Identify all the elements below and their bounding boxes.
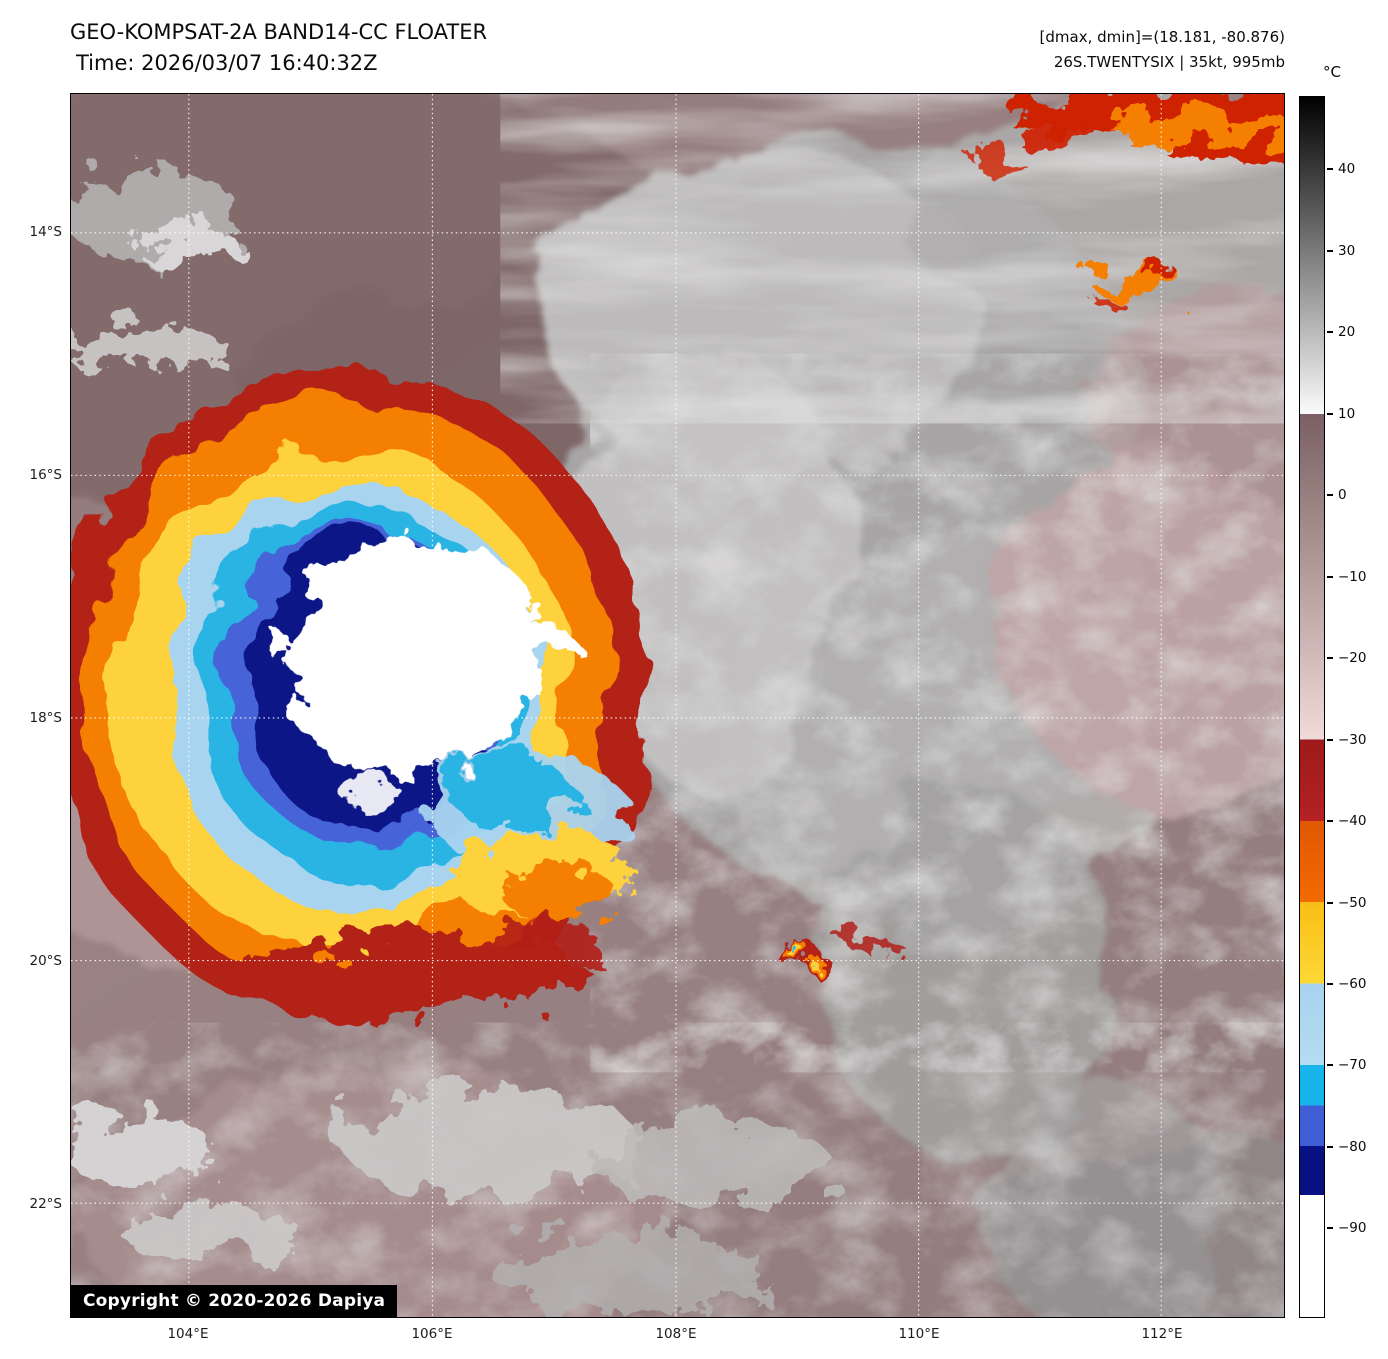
colorbar-tick-label: 20	[1338, 324, 1356, 341]
colorbar-tick-label: 0	[1338, 487, 1347, 504]
colorbar-tick-mark	[1327, 1064, 1333, 1067]
lat-tick-label: 22°S	[29, 1196, 63, 1212]
colorbar-tick-label: −80	[1338, 1138, 1367, 1155]
colorbar-tick-mark	[1327, 494, 1333, 497]
cloud-texture-overlay	[71, 94, 1284, 1317]
colorbar-tick-label: −90	[1338, 1220, 1367, 1237]
colorbar-tick: 40	[1327, 161, 1355, 177]
storm-info: 26S.TWENTYSIX | 35kt, 995mb	[1053, 53, 1285, 71]
colorbar-tick-label: −70	[1338, 1057, 1367, 1074]
colorbar-tick-label: −60	[1338, 976, 1367, 993]
cold-overshoot-streaks-top-right	[974, 94, 1284, 305]
colorbar-tick-mark	[1327, 820, 1333, 822]
colorbar-tick: 10	[1327, 406, 1355, 422]
cyclone-cold-core	[284, 543, 569, 809]
colorbar-tick-mark	[1327, 1145, 1333, 1148]
colorbar-tick-mark	[1327, 901, 1333, 904]
colorbar	[1299, 96, 1325, 1318]
copyright-badge: Copyright © 2020-2026 Dapiya	[71, 1285, 398, 1317]
colorbar-tick: 30	[1327, 243, 1355, 259]
small-clouds-upper-left	[71, 168, 241, 371]
colorbar-tick-mark	[1327, 168, 1333, 171]
lon-tick-label: 108°E	[655, 1326, 697, 1342]
colorbar-tick-mark	[1327, 331, 1333, 334]
colorbar-tick-label: −10	[1338, 568, 1367, 585]
colorbar-tick-mark	[1327, 983, 1333, 986]
colorbar-gradient	[1300, 97, 1324, 1317]
timestamp: Time: 2026/03/07 16:40:32Z	[76, 51, 378, 75]
colorbar-tick-label: 30	[1338, 242, 1356, 259]
colorbar-tick-mark	[1327, 249, 1333, 252]
lon-tick-label: 110°E	[898, 1326, 940, 1342]
colorbar-tick: −50	[1327, 895, 1367, 911]
colorbar-tick-mark	[1327, 1227, 1333, 1230]
colorbar-tick-mark	[1327, 575, 1333, 578]
cyclone-southeast-tails	[250, 752, 900, 1013]
graticule	[71, 94, 1284, 1317]
colorbar-tick: −20	[1327, 650, 1367, 666]
colorbar-tick-label: 10	[1338, 405, 1356, 422]
lat-tick-label: 18°S	[29, 710, 63, 726]
colorbar-tick: −40	[1327, 813, 1367, 829]
lat-tick-label: 14°S	[29, 224, 63, 240]
colorbar-tick-label: −30	[1338, 731, 1367, 748]
colorbar-tick: −30	[1327, 732, 1367, 748]
colorbar-tick: −10	[1327, 569, 1367, 585]
colorbar-tick-label: −20	[1338, 650, 1367, 667]
colorbar-tick: −80	[1327, 1139, 1367, 1155]
low-clouds-bottom	[71, 1087, 830, 1313]
lon-tick-label: 112°E	[1141, 1326, 1183, 1342]
colorbar-tick: −70	[1327, 1057, 1367, 1073]
colorbar-tick-label: −50	[1338, 894, 1367, 911]
colorbar-tick: 0	[1327, 487, 1347, 503]
lon-tick-label: 104°E	[167, 1326, 209, 1342]
colorbar-tick-label: 40	[1338, 161, 1356, 178]
lon-tick-label: 106°E	[411, 1326, 453, 1342]
colorbar-tick-mark	[1327, 738, 1333, 741]
colorbar-tick-mark	[1327, 412, 1333, 415]
lat-tick-label: 20°S	[29, 953, 63, 969]
colorbar-tick: 20	[1327, 324, 1355, 340]
colorbar-tick-label: −40	[1338, 813, 1367, 829]
colorbar-unit-label: °C	[1323, 63, 1341, 81]
colorbar-tick: −60	[1327, 976, 1367, 992]
colorbar-ticks: 40 30 20 10 0 −10 −20 −30 −40 −50 −60 −70 −80 −90	[1327, 96, 1388, 1318]
lat-tick-label: 16°S	[29, 467, 63, 483]
colorbar-tick-mark	[1327, 657, 1333, 660]
product-title: GEO-KOMPSAT-2A BAND14-CC FLOATER	[70, 20, 488, 44]
dmax-dmin-readout: [dmax, dmin]=(18.181, -80.876)	[1039, 28, 1285, 46]
satellite-image	[71, 94, 1284, 1317]
colorbar-tick: −90	[1327, 1220, 1367, 1236]
map-plot-area: Copyright © 2020-2026 Dapiya	[70, 93, 1285, 1318]
